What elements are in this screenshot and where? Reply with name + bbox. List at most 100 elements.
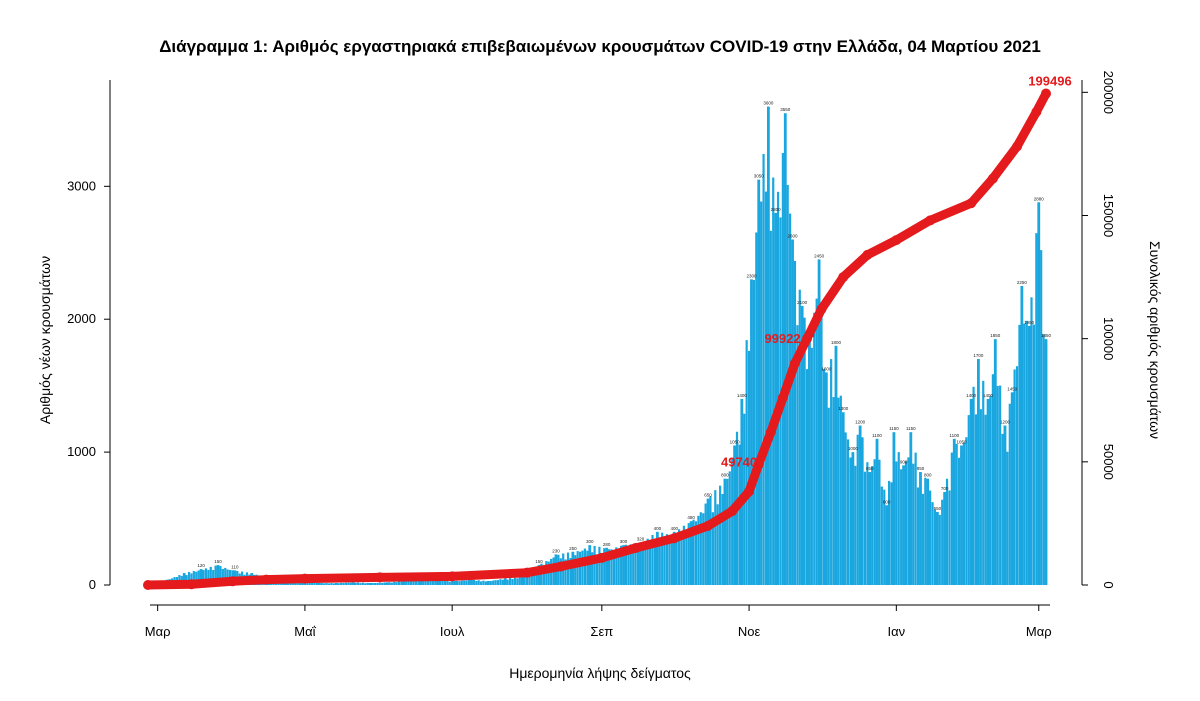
bar-value-label: 900	[900, 459, 908, 464]
y2-tick-label: 0	[1101, 581, 1116, 588]
y-axis-label: Αριθμός νέων κρουσμάτων	[37, 256, 53, 424]
bar-daily	[627, 552, 630, 585]
bar	[639, 542, 642, 585]
bar-daily	[856, 434, 859, 585]
bar-daily	[632, 549, 635, 585]
bar-daily	[535, 566, 538, 585]
bar	[977, 359, 980, 585]
y-ticks-right: 0 50000 100000 150000 200000	[1082, 71, 1116, 589]
bar-daily	[209, 566, 212, 585]
bar-daily	[641, 542, 644, 585]
y-tick-label: 0	[89, 577, 96, 592]
bar	[402, 581, 406, 585]
bar-daily	[219, 566, 222, 585]
bar-daily	[796, 325, 799, 585]
bar-daily	[405, 581, 408, 585]
bar-daily	[508, 577, 512, 585]
bar	[808, 339, 811, 585]
bar	[750, 279, 753, 585]
bar-daily	[731, 458, 734, 585]
bar-value-label: 320	[637, 536, 645, 541]
bar-daily	[914, 452, 917, 585]
bar	[588, 545, 592, 585]
bar-daily	[581, 550, 584, 585]
x-tick-label: Μαρ	[145, 624, 171, 639]
bar-daily	[813, 312, 816, 585]
bar-daily	[1001, 433, 1004, 585]
bar-daily	[798, 289, 801, 585]
bar-daily	[212, 569, 215, 585]
bar-value-label: 1150	[906, 426, 916, 431]
bar-daily	[323, 583, 326, 585]
cumulative-point	[838, 272, 849, 283]
bar-daily	[463, 580, 466, 585]
bar-value-label: 1100	[872, 433, 882, 438]
bar-daily	[465, 580, 468, 585]
y2-tick-label: 200000	[1101, 71, 1116, 114]
bar	[791, 239, 794, 585]
bar-daily	[202, 570, 205, 585]
bar-daily	[204, 568, 208, 585]
cumulative-point	[1031, 107, 1042, 118]
bar	[993, 339, 997, 585]
cumulative-point	[596, 552, 607, 563]
bar-daily	[221, 568, 224, 585]
bar-daily	[907, 457, 910, 585]
bar	[672, 531, 676, 585]
bar-daily	[704, 503, 707, 585]
bar-daily	[455, 580, 459, 585]
bar-daily	[745, 340, 748, 585]
bar-daily	[996, 385, 999, 585]
bar	[1027, 325, 1031, 585]
bar	[317, 583, 321, 585]
cumulative-point	[186, 579, 197, 590]
bar-daily	[634, 544, 637, 585]
bar-value-label: 1050	[730, 439, 741, 444]
bar	[858, 425, 862, 585]
bar-daily	[793, 260, 797, 585]
bar-value-label: 280	[603, 542, 611, 547]
x-tick-label: Ιαν	[888, 624, 906, 639]
bar-daily	[523, 576, 526, 585]
bar-daily	[721, 494, 724, 585]
bar-value-label: 1400	[966, 393, 977, 398]
bar-daily	[738, 444, 741, 585]
bar-value-label: 480	[687, 515, 695, 520]
cumulative-point	[802, 333, 813, 344]
bar	[334, 583, 338, 585]
bar-daily	[390, 582, 393, 585]
bar-daily	[887, 480, 891, 585]
y-tick-label: 1000	[67, 444, 96, 459]
bar-daily	[516, 578, 519, 585]
bar-daily	[424, 579, 427, 585]
bar-daily	[912, 463, 915, 585]
bar-daily	[344, 582, 348, 585]
bar	[740, 398, 744, 585]
bar-daily	[764, 191, 768, 586]
bar-daily	[728, 471, 731, 585]
bar-daily	[760, 201, 763, 586]
bar-daily	[397, 581, 401, 585]
bar	[1044, 339, 1048, 585]
bar	[503, 578, 507, 585]
bar-value-label: 2100	[797, 300, 808, 305]
bar-value-label: 1050	[957, 439, 968, 444]
bar-daily	[948, 490, 951, 585]
bar	[216, 565, 220, 585]
bar-daily	[422, 580, 425, 585]
y-tick-label: 2000	[67, 311, 96, 326]
bar-daily	[1032, 324, 1036, 585]
bar-daily	[426, 580, 430, 585]
bar-value-label: 1150	[889, 426, 899, 431]
bar	[385, 582, 389, 585]
bar-daily	[904, 461, 908, 585]
bar	[892, 432, 896, 585]
bar-daily	[366, 582, 369, 585]
bar-daily	[480, 581, 483, 585]
bar	[351, 582, 355, 585]
bar	[486, 581, 490, 585]
bar-daily	[364, 583, 367, 585]
bar	[902, 465, 905, 585]
x-ticks: Μαρ Μαΐ Ιουλ Σεπ Νοε Ιαν Μαρ	[145, 605, 1052, 639]
